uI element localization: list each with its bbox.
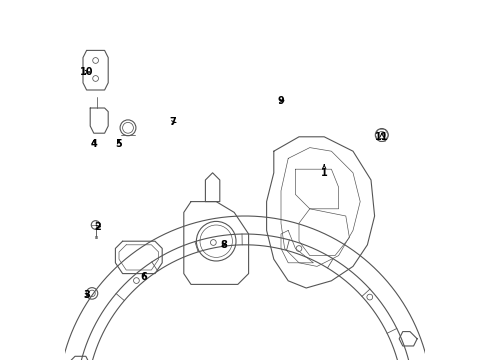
Text: 6: 6	[141, 272, 147, 282]
Text: 3: 3	[83, 290, 90, 300]
Text: 5: 5	[116, 139, 122, 149]
Text: 7: 7	[170, 117, 176, 127]
Text: 10: 10	[80, 67, 94, 77]
Text: 4: 4	[91, 139, 97, 149]
Text: 8: 8	[220, 240, 227, 250]
Text: 11: 11	[375, 132, 389, 142]
Text: 2: 2	[94, 222, 101, 232]
Text: 9: 9	[278, 96, 284, 106]
Text: 1: 1	[321, 165, 328, 178]
